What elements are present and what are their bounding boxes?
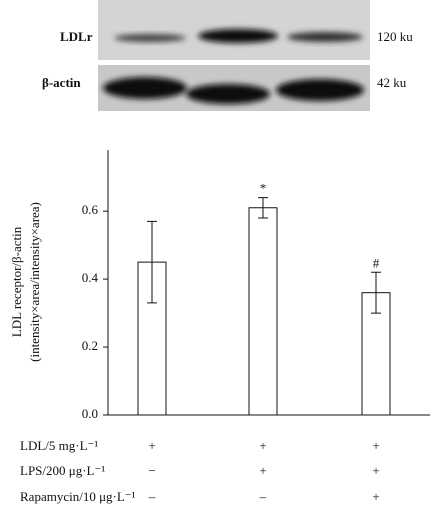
blot-band	[198, 29, 278, 43]
y-tick-label: 0.0	[82, 406, 98, 421]
treatment-sign: +	[259, 463, 266, 478]
y-tick-label: 0.4	[82, 270, 99, 285]
blot-size: 120 ku	[377, 29, 413, 44]
treatment-sign: −	[148, 463, 155, 478]
error-bar	[147, 220, 157, 304]
treatment-sign: +	[372, 489, 379, 504]
treatment-label: LPS/200 μg·L⁻¹	[20, 463, 105, 478]
y-tick-label: 0.6	[82, 202, 99, 217]
western-blot: LDLr β-actin 120 ku 42 ku	[42, 0, 413, 111]
treatment-sign: –	[259, 489, 267, 504]
blot-size: 42 ku	[377, 75, 407, 90]
treatment-sign: +	[148, 438, 155, 453]
blot-band	[287, 32, 363, 42]
treatment-sign: –	[148, 489, 156, 504]
blot-band	[276, 79, 364, 101]
treatment-label: LDL/5 mg·L⁻¹	[20, 438, 98, 453]
y-axis-label: LDL receptor/β-actin	[9, 226, 24, 337]
blot-label: LDLr	[60, 29, 93, 44]
blot-band	[103, 77, 187, 99]
treatment-label: Rapamycin/10 μg·L⁻¹	[20, 489, 136, 504]
blot-label: β-actin	[42, 75, 81, 90]
significance-mark: #	[373, 255, 380, 270]
treatment-sign: +	[259, 438, 266, 453]
y-tick-label: 0.2	[82, 338, 98, 353]
error-bar	[258, 197, 268, 219]
bar	[248, 207, 278, 416]
treatment-sign: +	[372, 438, 379, 453]
y-axis-label: (intensity×area/intensity×area)	[27, 202, 42, 362]
treatment-sign: +	[372, 463, 379, 478]
error-bar	[371, 271, 381, 314]
blot-band	[186, 84, 270, 104]
blot-band	[114, 34, 186, 42]
significance-mark: *	[260, 181, 267, 196]
